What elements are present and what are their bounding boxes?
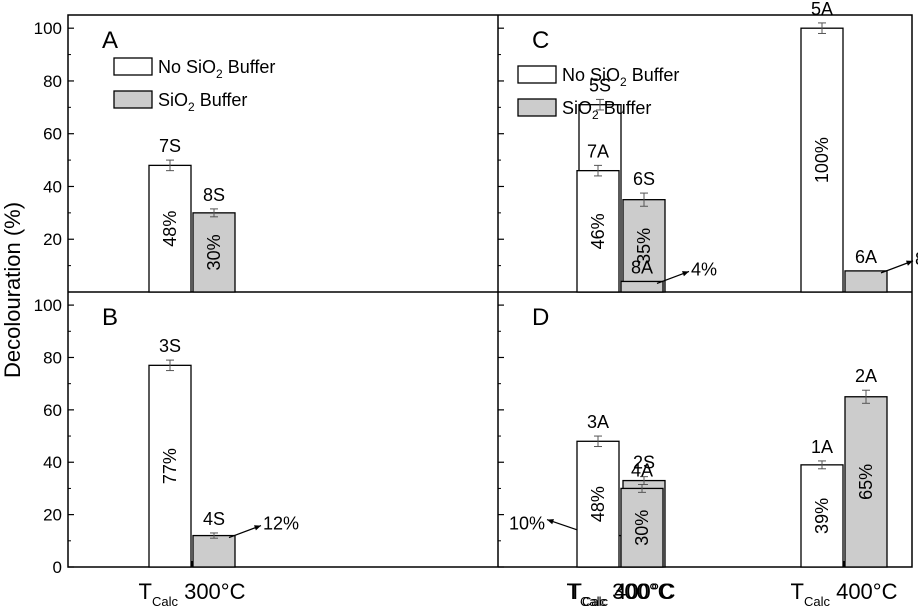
sample-label: 4A: [631, 461, 653, 481]
bar-buffer: [620, 280, 664, 293]
legend-label-buffer: SiO2 Buffer: [158, 90, 247, 114]
arrow-head: [682, 271, 689, 277]
y-tick-label: 20: [43, 506, 62, 525]
sample-label: 3S: [159, 336, 181, 356]
value-label: 48%: [160, 211, 180, 247]
x-label-temperature: 400°C: [608, 579, 676, 604]
y-tick-label: 60: [43, 401, 62, 420]
x-label-subscript: Calc: [580, 594, 607, 608]
legend-text: Buffer: [599, 98, 652, 118]
sample-label: 2S: [633, 453, 655, 473]
y-tick-label: 100: [34, 296, 62, 315]
legend-text: SiO: [158, 90, 188, 110]
sample-label: 7A: [587, 141, 609, 161]
legend-subscript: 2: [620, 75, 627, 89]
bar-buffer: [192, 534, 236, 568]
legend-subscript: 2: [188, 100, 195, 114]
arrow-head: [906, 260, 913, 266]
x-label-subscript: Calc: [804, 594, 831, 608]
sample-label: 7S: [159, 136, 181, 156]
x-label-main: T: [139, 579, 152, 604]
legend-label-no_buffer: No SiO2 Buffer: [158, 57, 275, 81]
x-label-temperature: 300°C: [178, 579, 246, 604]
y-tick-label: 40: [43, 453, 62, 472]
sample-label: 4S: [203, 509, 225, 529]
sample-label: 2A: [855, 366, 877, 386]
value-label: 77%: [160, 448, 180, 484]
legend-swatch-buffer: [517, 98, 557, 117]
legend-swatch-no_buffer: [517, 65, 557, 84]
bar-no_buffer: [148, 364, 192, 568]
x-label-main: T: [567, 579, 580, 604]
bar-no_buffer: [148, 164, 192, 293]
sample-label: 6S: [633, 169, 655, 189]
y-tick-label: 40: [43, 177, 62, 196]
value-label: 48%: [588, 486, 608, 522]
legend-subscript: 2: [216, 67, 223, 81]
x-group-label: TCalc 400°C: [569, 579, 676, 608]
y-tick-label: 100: [34, 19, 62, 38]
legend-text: Buffer: [627, 65, 680, 85]
bar-no_buffer: [800, 464, 844, 568]
arrow-head: [547, 519, 554, 525]
value-label: 35%: [634, 228, 654, 264]
legend-text: SiO: [562, 98, 592, 118]
legend-label-buffer: SiO2 Buffer: [562, 98, 651, 122]
legend-swatch-buffer: [113, 90, 153, 109]
legend-subscript: 2: [592, 108, 599, 122]
y-axis-title: Decolouration (%): [0, 202, 25, 378]
bar-buffer: [192, 212, 236, 293]
sample-label: 1A: [811, 437, 833, 457]
sample-label: 3A: [587, 412, 609, 432]
arrow-head: [254, 525, 261, 531]
x-group-label: TCalc 300°C: [139, 579, 246, 608]
value-label: 30%: [204, 234, 224, 270]
x-label-temperature: 400°C: [830, 579, 898, 604]
x-label-subscript: Calc: [152, 594, 179, 608]
y-tick-label: 80: [43, 72, 62, 91]
legend-text: Buffer: [195, 90, 248, 110]
x-group-label: TCalc 300°C: [567, 579, 674, 608]
panel-letter: A: [102, 27, 118, 54]
panel-letter: C: [532, 27, 549, 54]
value-label: 100%: [812, 137, 832, 183]
bar-buffer: [844, 270, 888, 293]
sample-label: 6A: [855, 247, 877, 267]
bar-buffer: [620, 487, 664, 568]
panel-letter: B: [102, 304, 118, 331]
value-label: 10%: [509, 514, 545, 534]
legend-text: No SiO: [562, 65, 620, 85]
bar-no_buffer: [576, 169, 620, 293]
x-group-label: TCalc 400°C: [791, 579, 898, 608]
x-label-subscript: Calc: [582, 594, 609, 608]
legend-swatch-no_buffer: [113, 57, 153, 76]
legend-text: No SiO: [158, 57, 216, 77]
bar-no_buffer: [576, 440, 620, 568]
x-label-main: T: [569, 579, 582, 604]
sample-label: 5A: [811, 0, 833, 19]
y-tick-label: 0: [53, 558, 62, 577]
value-label: 65%: [856, 464, 876, 500]
value-label: 39%: [812, 498, 832, 534]
panel-letter: D: [532, 304, 549, 331]
value-label: 30%: [632, 510, 652, 546]
y-tick-label: 60: [43, 125, 62, 144]
x-label-temperature: 300°C: [606, 579, 674, 604]
legend-label-no_buffer: No SiO2 Buffer: [562, 65, 679, 89]
sample-label: 5S: [589, 75, 611, 95]
y-tick-label: 80: [43, 348, 62, 367]
bar-buffer: [622, 199, 666, 293]
sample-label: 8S: [203, 185, 225, 205]
value-label: 12%: [263, 514, 299, 534]
x-label-main: T: [791, 579, 804, 604]
sample-label: 8A: [631, 257, 653, 277]
legend-text: Buffer: [223, 57, 276, 77]
y-tick-label: 20: [43, 230, 62, 249]
value-label: 8%: [915, 249, 918, 269]
value-label: 4%: [691, 259, 717, 279]
plot-frame: [67, 14, 913, 568]
value-label: 46%: [588, 213, 608, 249]
